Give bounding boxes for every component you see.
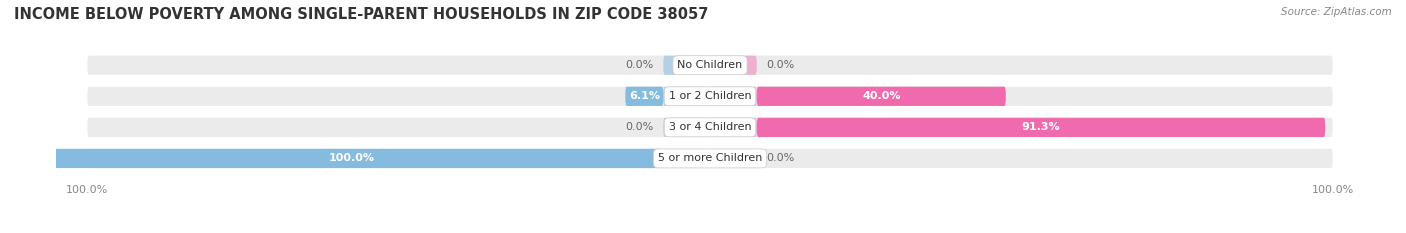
FancyBboxPatch shape [87, 56, 1333, 75]
Text: 40.0%: 40.0% [862, 91, 900, 101]
Text: 0.0%: 0.0% [766, 60, 794, 70]
Text: 1 or 2 Children: 1 or 2 Children [669, 91, 751, 101]
Text: INCOME BELOW POVERTY AMONG SINGLE-PARENT HOUSEHOLDS IN ZIP CODE 38057: INCOME BELOW POVERTY AMONG SINGLE-PARENT… [14, 7, 709, 22]
FancyBboxPatch shape [87, 87, 1333, 106]
FancyBboxPatch shape [664, 149, 710, 168]
FancyBboxPatch shape [87, 118, 1333, 137]
Text: No Children: No Children [678, 60, 742, 70]
FancyBboxPatch shape [756, 118, 1326, 137]
Text: 6.1%: 6.1% [628, 91, 659, 101]
FancyBboxPatch shape [626, 87, 664, 106]
FancyBboxPatch shape [664, 87, 710, 106]
FancyBboxPatch shape [664, 56, 710, 75]
FancyBboxPatch shape [710, 56, 756, 75]
FancyBboxPatch shape [664, 118, 710, 137]
FancyBboxPatch shape [41, 149, 664, 168]
FancyBboxPatch shape [710, 149, 756, 168]
Text: 0.0%: 0.0% [626, 122, 654, 132]
Text: Source: ZipAtlas.com: Source: ZipAtlas.com [1281, 7, 1392, 17]
FancyBboxPatch shape [710, 118, 756, 137]
FancyBboxPatch shape [87, 149, 1333, 168]
Text: 91.3%: 91.3% [1022, 122, 1060, 132]
Text: 0.0%: 0.0% [766, 154, 794, 163]
FancyBboxPatch shape [756, 87, 1005, 106]
Text: 5 or more Children: 5 or more Children [658, 154, 762, 163]
Text: 100.0%: 100.0% [329, 154, 375, 163]
FancyBboxPatch shape [710, 87, 756, 106]
Text: 3 or 4 Children: 3 or 4 Children [669, 122, 751, 132]
Text: 0.0%: 0.0% [626, 60, 654, 70]
